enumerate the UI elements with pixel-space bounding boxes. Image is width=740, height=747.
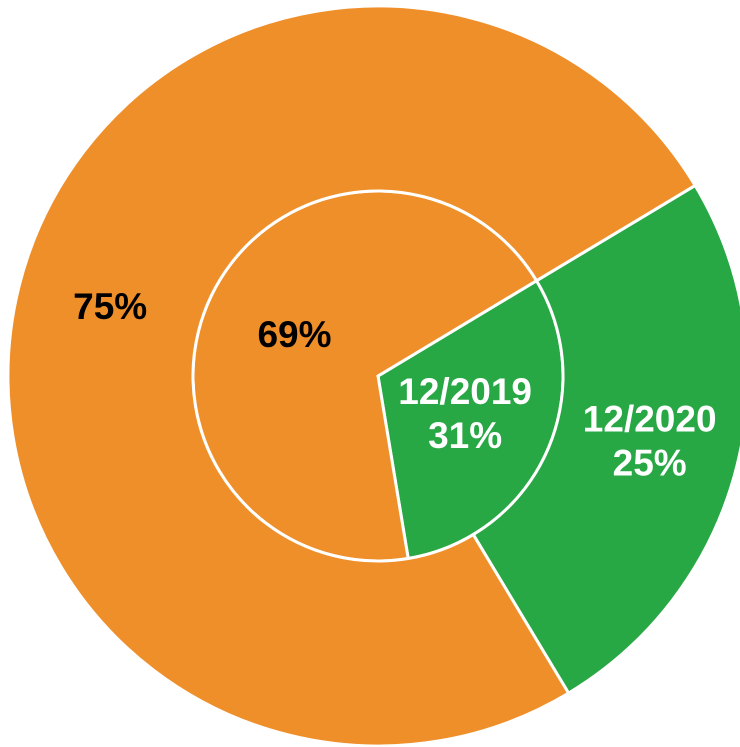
series-name: 12/2020 xyxy=(583,399,717,440)
slice xyxy=(6,4,698,747)
value-label: 25% xyxy=(613,443,687,484)
value-label: 75% xyxy=(73,286,147,327)
slice xyxy=(471,183,740,696)
value-label: 69% xyxy=(257,314,331,355)
series-name: 12/2019 xyxy=(398,371,532,412)
value-label: 31% xyxy=(428,415,502,456)
